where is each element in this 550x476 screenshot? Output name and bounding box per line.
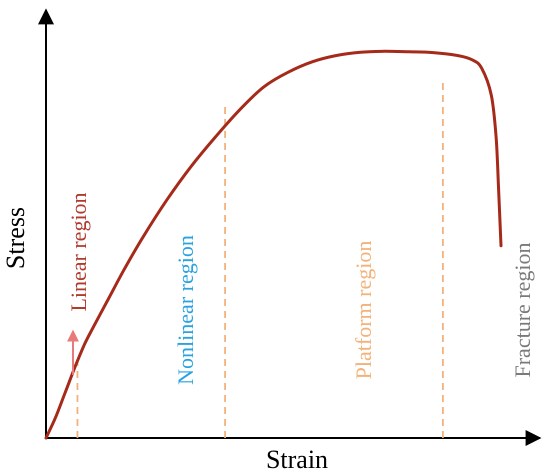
y-axis-title: Stress [1,207,30,269]
region-label-linear: Linear region [66,192,91,311]
region-label-platform: Platform region [351,241,376,380]
x-axis-title: Strain [266,445,328,474]
region-boundaries [76,82,444,438]
region-label-nonlinear: Nonlinear region [173,235,198,385]
stress-strain-curve [44,49,503,440]
region-label-fracture: Fracture region [510,243,535,378]
